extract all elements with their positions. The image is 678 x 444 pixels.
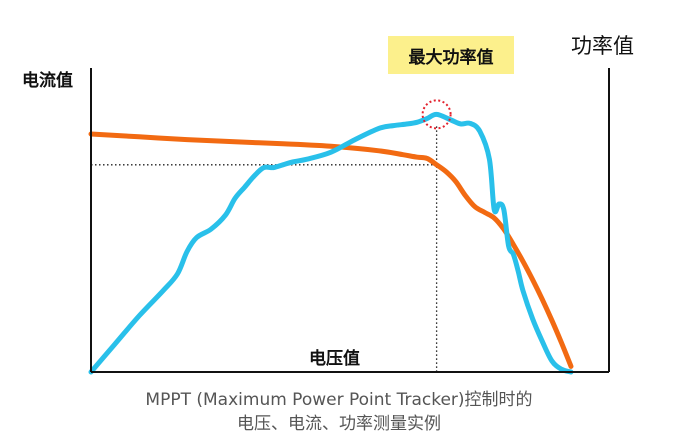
axes: [90, 68, 610, 373]
max-power-label: 最大功率值: [388, 36, 514, 74]
current-curve-line: [88, 131, 574, 369]
y-axis-left-label: 电流值: [22, 71, 73, 91]
max-power-point-circle: [421, 99, 452, 130]
caption-line-1: MPPT (Maximum Power Point Tracker)控制时的: [145, 390, 533, 410]
power-curve-line: [88, 111, 574, 375]
y-axis-right-label: 功率值: [571, 34, 634, 58]
reference-lines: [91, 126, 438, 372]
series-lines: [88, 111, 574, 375]
caption-line-2: 电压、电流、功率测量实例: [237, 414, 441, 434]
figure-caption: MPPT (Maximum Power Point Tracker)控制时的 电…: [0, 388, 678, 436]
x-axis-label: 电压值: [309, 349, 360, 369]
max-power-marker: [421, 99, 452, 130]
